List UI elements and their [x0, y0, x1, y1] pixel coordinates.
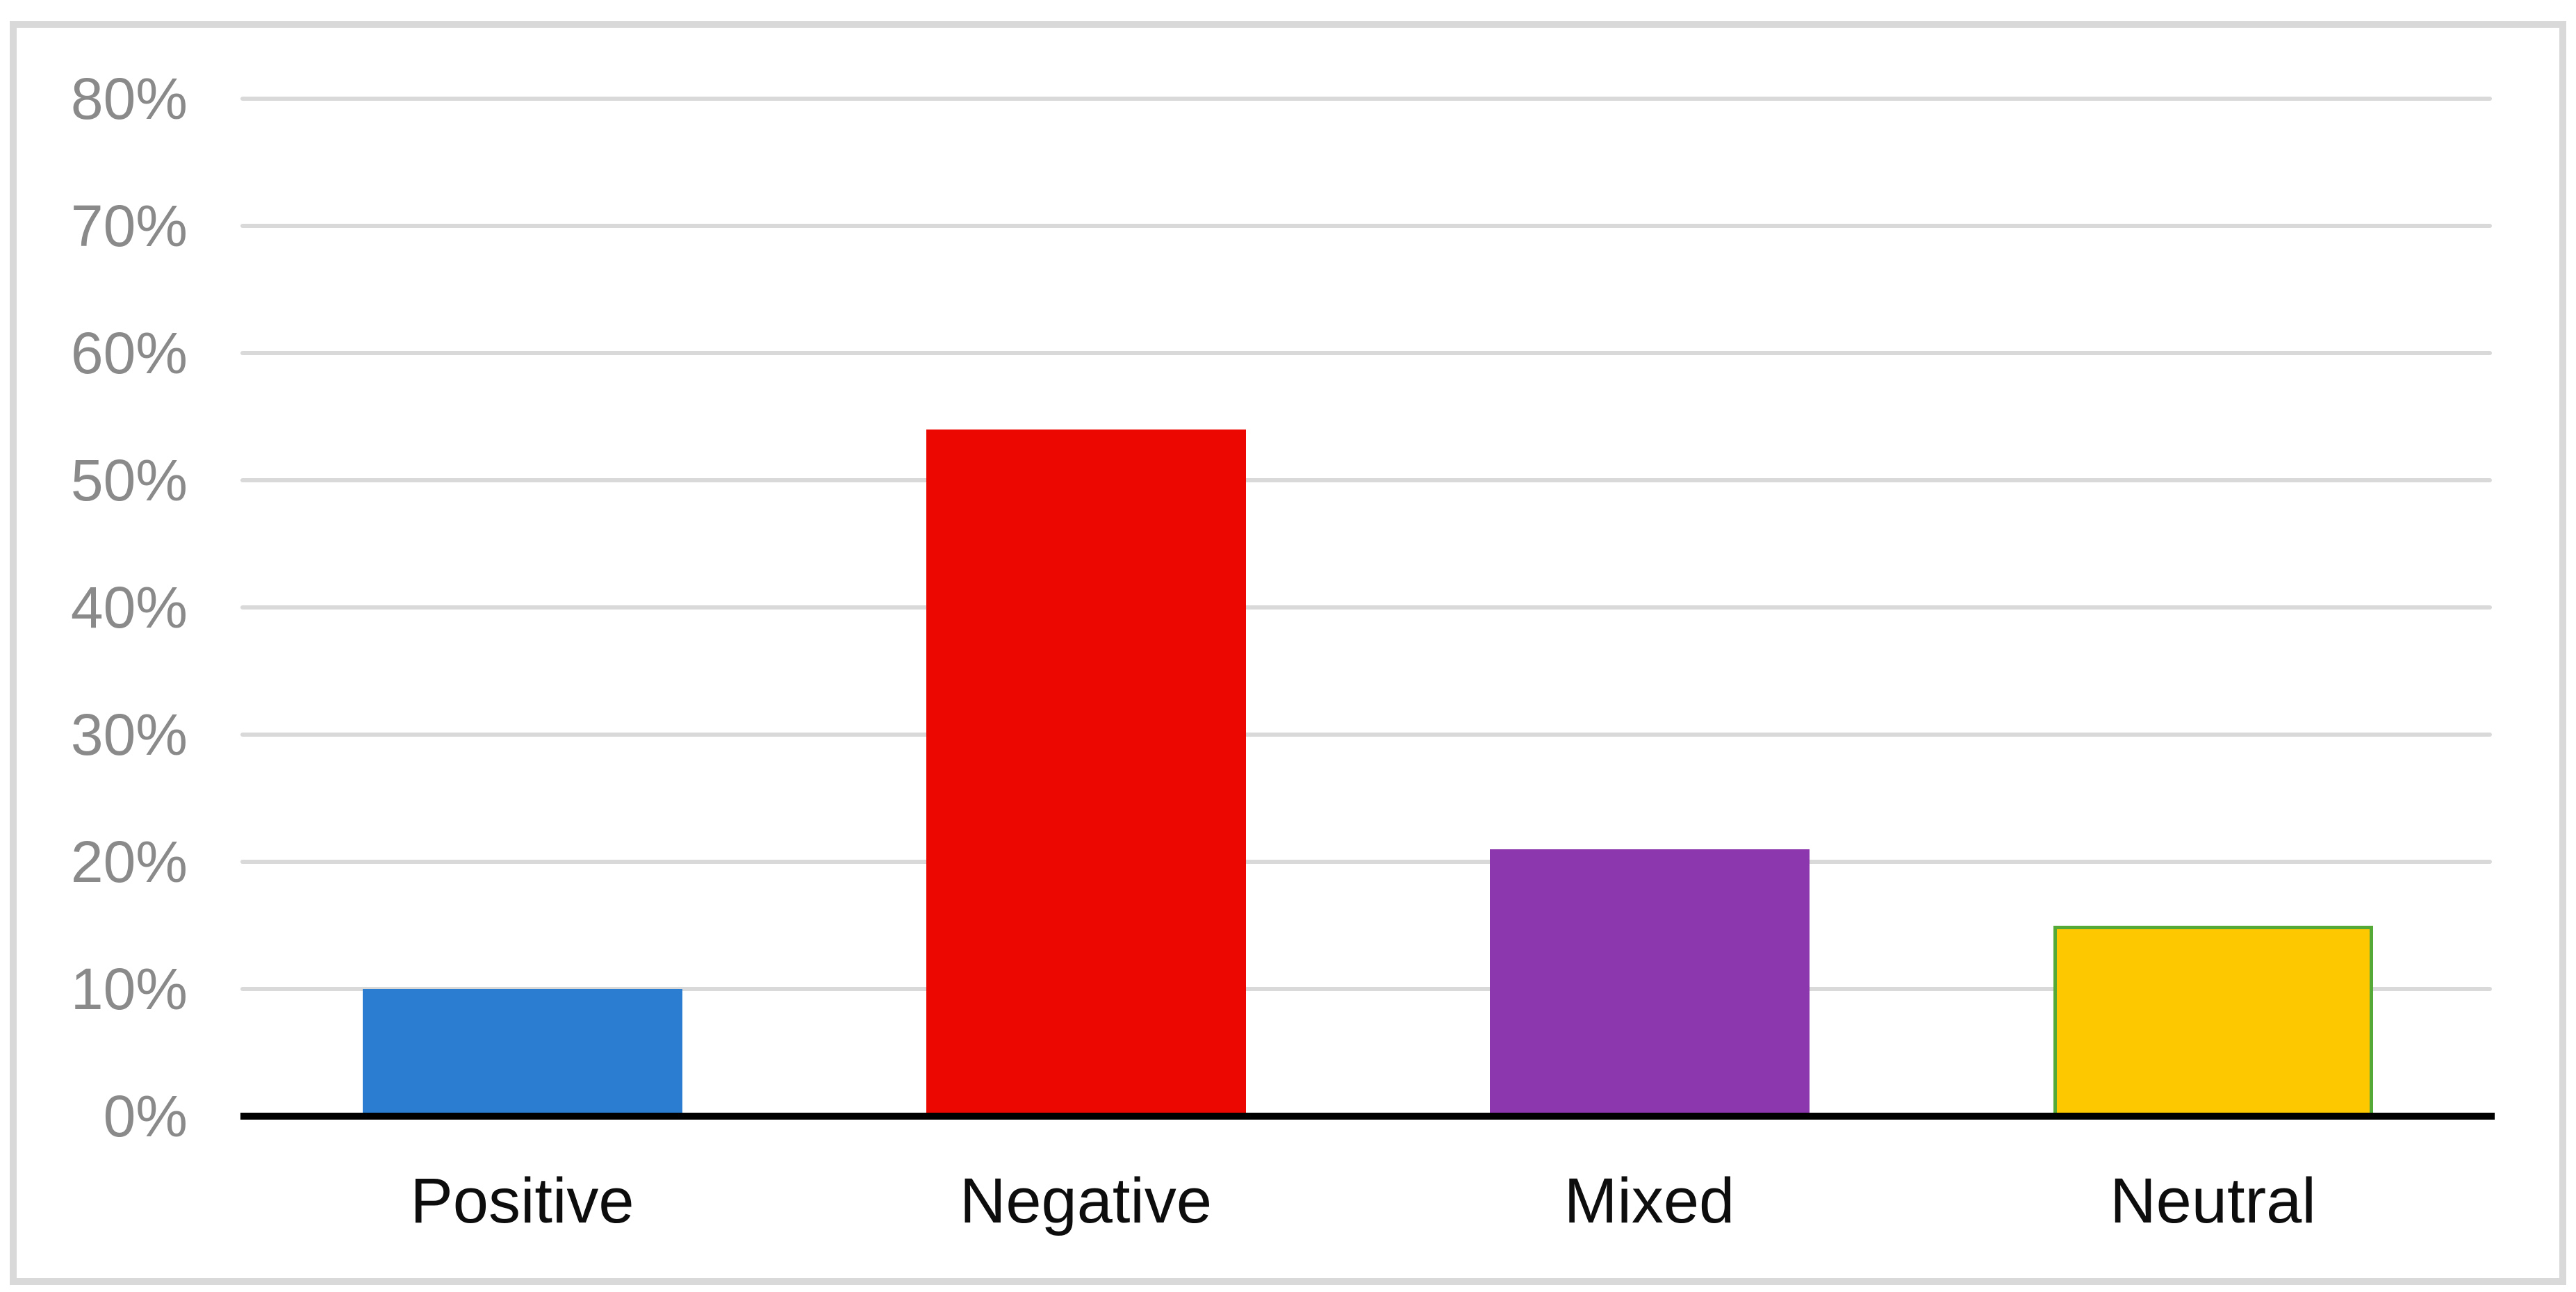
bar-negative [926, 429, 1246, 1116]
gridline-70 [240, 224, 2492, 228]
y-tick-label-40: 40% [70, 575, 188, 640]
y-tick-label-70: 70% [70, 193, 188, 259]
gridline-10 [240, 987, 2492, 991]
y-tick-label-20: 20% [70, 829, 188, 894]
category-label-mixed: Mixed [1564, 1166, 1735, 1236]
y-tick-label-10: 10% [70, 956, 188, 1022]
y-tick-label-30: 30% [70, 702, 188, 767]
chart-border-frame [10, 21, 2566, 1285]
x-axis-line [240, 1113, 2495, 1120]
gridline-80 [240, 97, 2492, 101]
bar-mixed [1489, 849, 1810, 1116]
x-axis-category-labels: Positive Negative Mixed Neutral [240, 1152, 2495, 1264]
bar-neutral [2053, 925, 2373, 1116]
gridline-40 [240, 605, 2492, 610]
category-label-negative: Negative [959, 1166, 1213, 1236]
y-tick-label-60: 60% [70, 320, 188, 386]
category-label-positive: Positive [410, 1166, 634, 1236]
y-axis-tick-labels: 0% 10% 20% 30% 40% 50% 60% 70% 80% [0, 0, 195, 1292]
category-label-neutral: Neutral [2110, 1166, 2316, 1236]
gridline-30 [240, 733, 2492, 737]
y-tick-label-50: 50% [70, 448, 188, 513]
plot-area [240, 97, 2495, 1120]
y-tick-label-80: 80% [70, 66, 188, 131]
bar-positive [362, 989, 682, 1116]
gridline-50 [240, 478, 2492, 482]
gridline-20 [240, 860, 2492, 864]
y-tick-label-0: 0% [103, 1084, 188, 1149]
gridline-60 [240, 351, 2492, 355]
